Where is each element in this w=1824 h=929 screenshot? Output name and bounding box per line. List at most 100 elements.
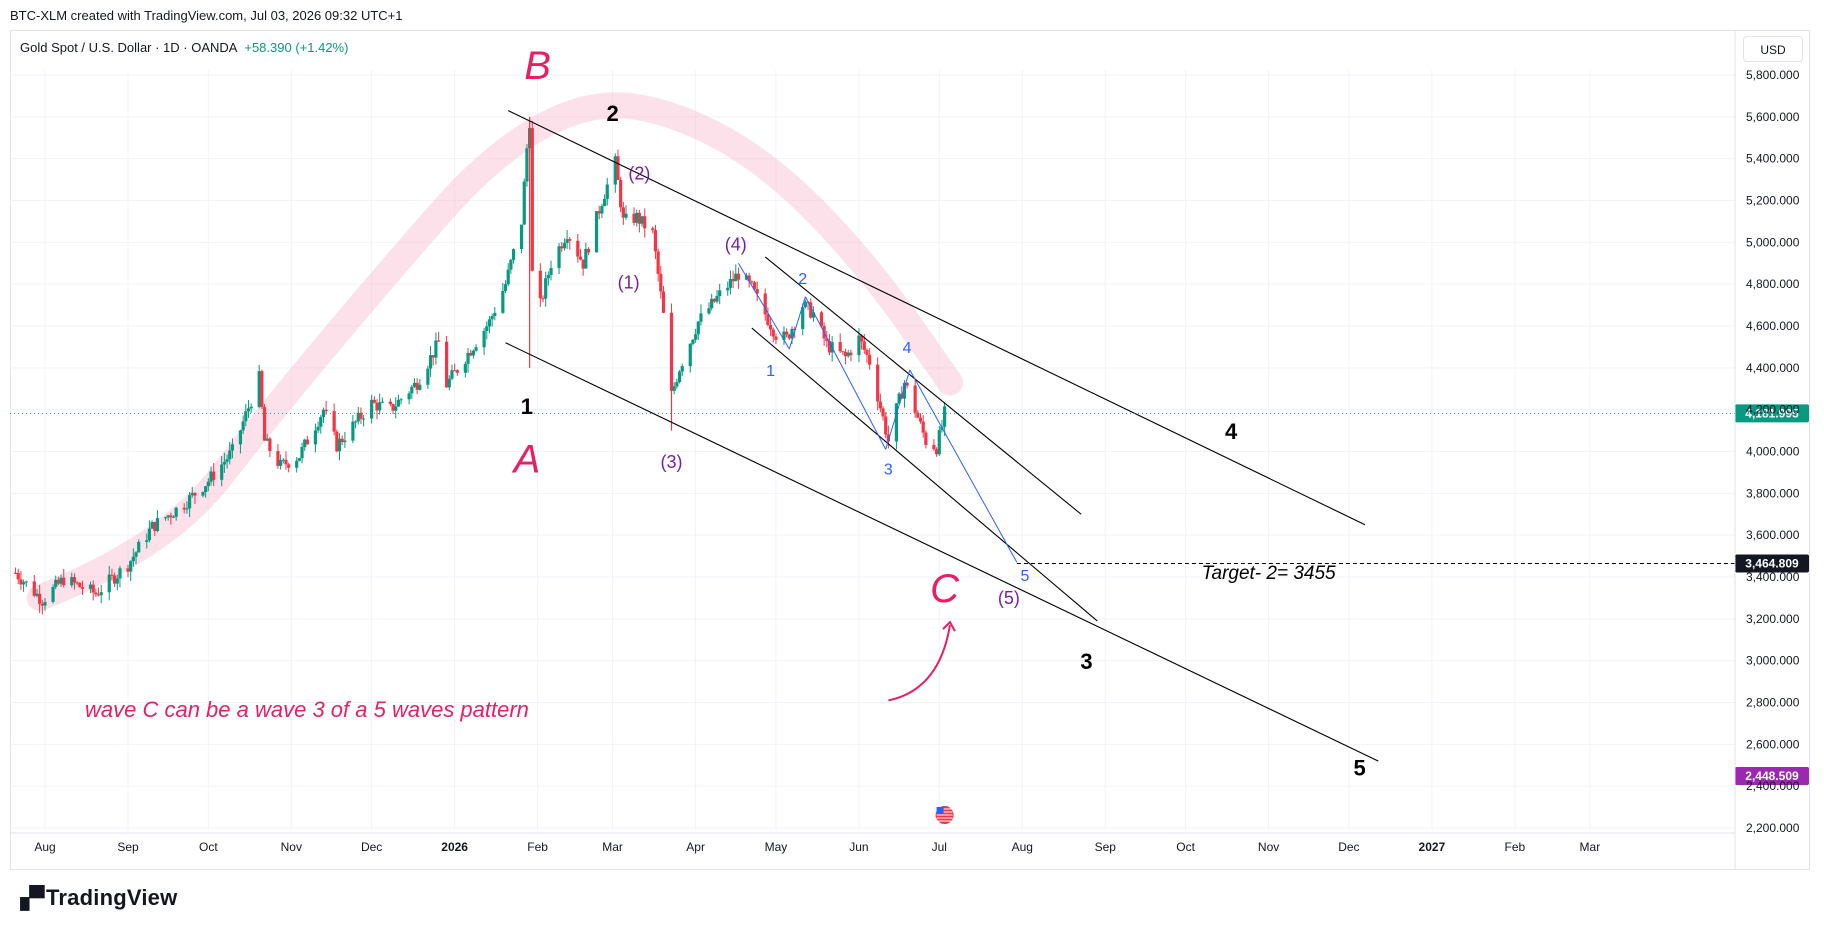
candle-body xyxy=(474,347,478,351)
candle-body xyxy=(284,459,288,465)
purple-price-badge-bg xyxy=(1735,767,1809,786)
candle-body xyxy=(860,335,864,342)
candle-body xyxy=(319,417,323,427)
candle-body xyxy=(787,334,791,339)
wave-note-text: wave C can be a wave 3 of a 5 waves patt… xyxy=(85,697,529,722)
trend-line xyxy=(764,256,1082,515)
candle-body xyxy=(359,412,363,419)
candle-body xyxy=(378,402,382,411)
y-tick-label: 5,400.000 xyxy=(1746,152,1800,166)
candle-body xyxy=(731,278,735,282)
candle-body xyxy=(897,393,901,404)
candle-body xyxy=(212,471,216,480)
trend-line xyxy=(788,296,806,350)
candle-body xyxy=(932,444,936,450)
candle-body xyxy=(241,421,245,431)
candle-body xyxy=(768,324,773,330)
candle-body xyxy=(493,312,497,317)
candle-body xyxy=(428,355,433,369)
trend-line xyxy=(738,262,790,350)
candle-body xyxy=(752,282,757,290)
candle-body xyxy=(110,574,114,576)
candle-body xyxy=(696,321,700,335)
candle-body xyxy=(426,368,430,385)
candle-body xyxy=(78,582,82,588)
y-axis: 2,200.000 2,400.000 2,600.000 2,800.000 3,00… xyxy=(1734,30,1800,870)
x-tick-label: Dec xyxy=(1338,840,1359,854)
wave-label-black: 4 xyxy=(1225,419,1238,444)
candle-body xyxy=(913,385,917,413)
wave-label-blue: 5 xyxy=(1020,568,1029,585)
candle-body xyxy=(147,528,152,541)
candle-body xyxy=(265,438,269,441)
candle-body xyxy=(747,275,751,282)
candle-body xyxy=(40,603,44,606)
candle-body xyxy=(447,378,451,388)
chart-frame[interactable] xyxy=(10,30,1810,870)
candle-body xyxy=(487,319,492,327)
candle-body xyxy=(661,291,666,313)
candle-body xyxy=(453,370,457,372)
trend-line xyxy=(804,296,887,450)
candle-body xyxy=(918,417,923,422)
candle-body xyxy=(803,301,807,308)
y-tick-label: 3,400.000 xyxy=(1746,570,1800,584)
trend-line xyxy=(505,342,1379,762)
candle-body xyxy=(653,230,658,252)
candle-body xyxy=(659,273,663,292)
candle-body xyxy=(415,382,419,390)
candle-body xyxy=(811,312,816,318)
y-tick-label: 3,600.000 xyxy=(1746,528,1800,542)
us-flag-icon xyxy=(935,806,954,824)
candle-body xyxy=(916,412,920,418)
candle-body xyxy=(501,291,505,313)
currency-selector[interactable]: USD xyxy=(1743,36,1803,62)
candle-body xyxy=(281,459,285,461)
wave-label-purple: (2) xyxy=(628,164,650,184)
candle-body xyxy=(726,287,730,291)
symbol-legend[interactable]: Gold Spot / U.S. Dollar · 1D · OANDA +58… xyxy=(20,40,348,55)
candle-body xyxy=(586,248,591,253)
candle-body xyxy=(257,371,261,407)
candle-body xyxy=(485,326,489,331)
candle-body xyxy=(651,228,655,231)
candle-body xyxy=(672,386,676,391)
candle-body xyxy=(115,578,119,584)
candle-body xyxy=(538,270,542,299)
candle-body xyxy=(715,296,719,302)
candle-body xyxy=(75,582,79,584)
candle-body xyxy=(819,312,824,327)
candle-body xyxy=(843,351,848,357)
candle-body xyxy=(410,386,414,394)
candle-body xyxy=(549,268,553,275)
candle-body xyxy=(793,328,797,330)
candle-body xyxy=(182,507,186,510)
wave-label-black: 1 xyxy=(521,394,533,419)
candle-body xyxy=(209,471,213,482)
candle-body xyxy=(206,481,210,487)
candle-body xyxy=(785,331,789,335)
wave-label-blue: 2 xyxy=(798,271,807,288)
candle-body xyxy=(399,399,403,401)
candle-body xyxy=(391,403,395,411)
candle-body xyxy=(790,328,794,339)
candle-body xyxy=(643,216,647,229)
price-levels: 4,181.995 3,464.809 2,448.509 xyxy=(10,404,1809,786)
x-tick-label: Feb xyxy=(527,840,548,854)
candle-body xyxy=(694,334,698,340)
candle-body xyxy=(230,444,235,451)
x-tick-label: Feb xyxy=(1505,840,1526,854)
candle-body xyxy=(905,382,909,386)
highlight-arc-band xyxy=(26,92,963,611)
candle-body xyxy=(827,340,832,353)
candle-body xyxy=(126,568,130,572)
candle-body xyxy=(619,179,623,208)
wave-label-purple: (4) xyxy=(725,235,747,255)
candle-body xyxy=(750,281,754,283)
candle-body xyxy=(699,313,703,322)
candle-body xyxy=(21,582,26,585)
candle-body xyxy=(412,382,417,387)
candle-body xyxy=(88,584,93,589)
candle-body xyxy=(96,594,101,596)
